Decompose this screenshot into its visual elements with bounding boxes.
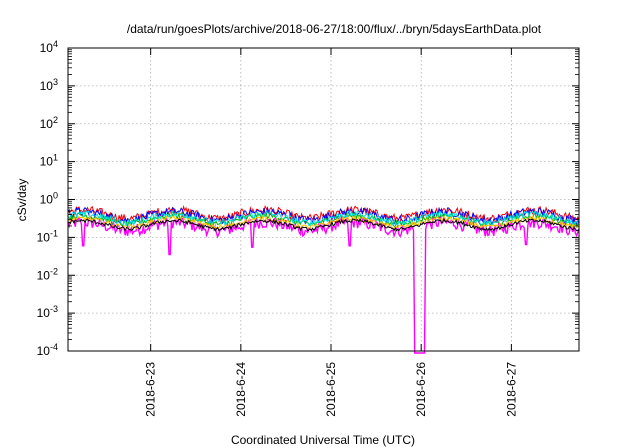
y-tick-label: 102 [40,115,58,131]
x-tick-label: 2018-6-25 [324,362,338,417]
y-tick-label: 10-3 [37,304,58,320]
y-tick-label: 10-1 [37,228,58,244]
series-line [67,206,580,226]
y-tick-label: 104 [40,39,58,55]
y-tick-label: 103 [40,77,58,93]
x-tick-label: 2018-6-23 [144,362,158,417]
series-line [67,209,580,228]
chart-title: /data/run/goesPlots/archive/2018-06-27/1… [127,22,542,36]
y-tick-label: 100 [40,191,58,207]
y-tick-labels: 10-4 10-3 10-2 10-1 100 101 102 103 104 [37,39,58,358]
y-tick-label: 10-2 [37,266,58,282]
y-tick-label: 10-4 [37,342,58,358]
series-line [67,217,580,233]
grid [68,48,579,351]
series-group [67,204,580,354]
x-tick-label: 2018-6-27 [504,362,518,417]
x-tick-label: 2018-6-26 [414,362,428,417]
x-axis-label: Coordinated Universal Time (UTC) [231,433,415,447]
x-tick-labels: 2018-6-23 2018-6-24 2018-6-25 2018-6-26 2018… [144,362,519,417]
ticks [68,47,579,352]
series-line [67,213,580,354]
y-tick-label: 101 [40,153,58,169]
y-axis-label: cSv/day [15,179,29,222]
x-tick-label: 2018-6-24 [234,362,248,417]
